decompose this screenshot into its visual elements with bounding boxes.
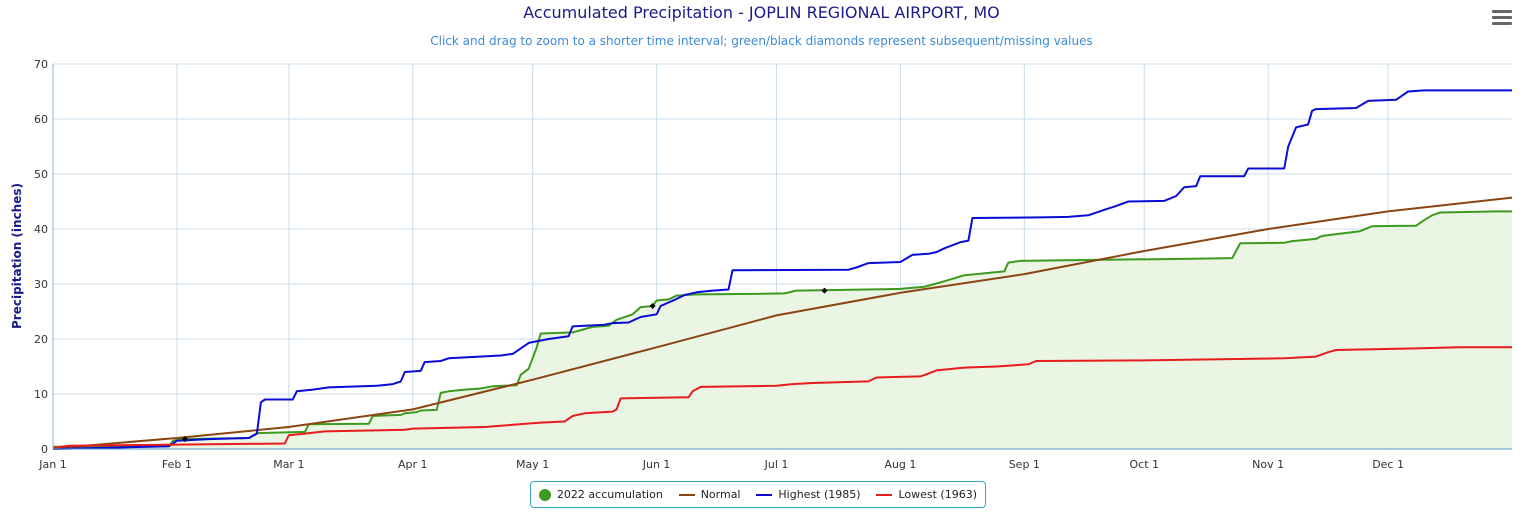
series-fill-2022-accumulation [53, 211, 1512, 449]
series-line-highest-1985 [52, 89, 1512, 450]
legend-line-icon [756, 493, 773, 496]
y-tick-label: 0 [41, 443, 48, 456]
legend-label: Highest (1985) [778, 488, 861, 501]
x-tick-label: Feb 1 [162, 458, 192, 471]
x-tick-label: Aug 1 [884, 458, 916, 471]
x-tick-label: Dec 1 [1372, 458, 1404, 471]
y-tick-label: 10 [34, 388, 48, 401]
area-fills [53, 211, 1512, 449]
series-line-2022-accumulation [52, 210, 1512, 448]
missing-value-markers [181, 287, 828, 443]
x-tick-label: Jul 1 [764, 458, 789, 471]
legend-item-lowest-1963[interactable]: Lowest (1963) [876, 488, 977, 501]
chart-title: Accumulated Precipitation - JOPLIN REGIO… [523, 3, 1000, 22]
y-tick-label: 60 [34, 113, 48, 126]
x-tick-label: Apr 1 [398, 458, 428, 471]
legend-line-icon [678, 493, 695, 496]
legend-item-2022-accumulation[interactable]: 2022 accumulation [538, 488, 663, 501]
legend-label: 2022 accumulation [556, 488, 663, 501]
y-axis-label: Precipitation (inches) [10, 183, 24, 329]
x-tick-label: Nov 1 [1252, 458, 1284, 471]
diamond-marker [821, 287, 828, 294]
chart-subtitle: Click and drag to zoom to a shorter time… [430, 34, 1093, 48]
x-tick-label: Jun 1 [642, 458, 671, 471]
series-line-lowest-1963 [52, 346, 1512, 449]
legend-item-normal[interactable]: Normal [678, 488, 741, 501]
chart-legend: 2022 accumulation Normal Highest (1985) Low… [530, 481, 986, 508]
y-tick-label: 30 [34, 278, 48, 291]
x-tick-label: Jan 1 [38, 458, 66, 471]
y-tick-label: 40 [34, 223, 48, 236]
x-tick-label: Mar 1 [273, 458, 304, 471]
hamburger-menu-icon[interactable] [1492, 10, 1512, 26]
y-tick-label: 20 [34, 333, 48, 346]
legend-item-highest-1985[interactable]: Highest (1985) [756, 488, 861, 501]
y-tick-label: 50 [34, 168, 48, 181]
x-tick-label: May 1 [516, 458, 549, 471]
axes: 0 10 20 30 40 50 60 70 Jan 1 Feb 1 Mar 1 Apr 1 May 1… [34, 58, 1512, 471]
series-line-normal [52, 196, 1513, 450]
legend-label: Lowest (1963) [898, 488, 977, 501]
x-tick-label: Oct 1 [1129, 458, 1159, 471]
legend-dot-icon [538, 488, 551, 501]
legend-line-icon [876, 493, 893, 496]
legend-label: Normal [700, 488, 741, 501]
series-lines [52, 89, 1513, 450]
diamond-marker [649, 303, 656, 309]
diamond-marker [181, 436, 188, 443]
x-tick-label: Sep 1 [1009, 458, 1040, 471]
y-tick-label: 70 [34, 58, 48, 71]
